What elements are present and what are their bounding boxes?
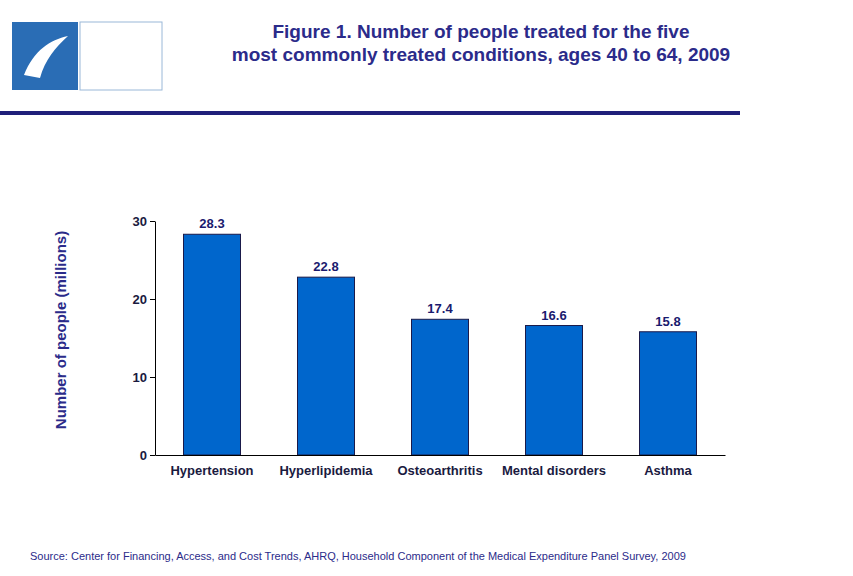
tick-label: 10 bbox=[133, 370, 147, 385]
tick: 30 bbox=[133, 214, 155, 229]
title-line: Figure 1. Number of people treated for t… bbox=[272, 21, 689, 42]
data-label: 17.4 bbox=[427, 301, 453, 316]
tick: Osteoarthritis bbox=[397, 455, 482, 478]
tick-label: 0 bbox=[140, 448, 147, 463]
tick-label: Osteoarthritis bbox=[397, 463, 482, 478]
header-rule bbox=[0, 111, 740, 115]
tick-mark bbox=[150, 299, 155, 300]
x-axis: Hypertension Hyperlipidemia Osteoarthritis… bbox=[156, 455, 726, 478]
logo-seal bbox=[12, 22, 78, 90]
bars bbox=[184, 234, 697, 455]
tick-mark bbox=[150, 455, 155, 456]
y-axis: 0 10 20 30 bbox=[133, 214, 156, 463]
title: Figure 1. Number of people treated for t… bbox=[232, 21, 730, 65]
tick: 10 bbox=[133, 370, 155, 385]
bar bbox=[526, 326, 583, 455]
logo-mark bbox=[24, 36, 68, 78]
data-label: 22.8 bbox=[313, 259, 338, 274]
tick: Asthma bbox=[644, 455, 692, 478]
bar bbox=[184, 234, 241, 455]
logo-box bbox=[80, 22, 162, 90]
data-label: 28.3 bbox=[199, 216, 224, 231]
tick-label: Hyperlipidemia bbox=[279, 463, 373, 478]
tick: Mental disorders bbox=[502, 455, 606, 478]
tick-label: Asthma bbox=[644, 463, 692, 478]
tick: 0 bbox=[140, 448, 155, 463]
tick-label: Mental disorders bbox=[502, 463, 606, 478]
tick-mark bbox=[150, 377, 155, 378]
tick: Hyperlipidemia bbox=[279, 455, 373, 478]
data-label: 15.8 bbox=[655, 314, 680, 329]
tick: Hypertension bbox=[170, 455, 253, 478]
tick-label: 30 bbox=[133, 214, 147, 229]
tick: 20 bbox=[133, 292, 155, 307]
source: Source: Center for Financing, Access, an… bbox=[30, 550, 686, 562]
chart: Figure 1. Number of people treated for t… bbox=[0, 0, 853, 576]
data-labels: 28.3 22.8 17.4 16.6 15.8 bbox=[199, 216, 680, 329]
logo bbox=[12, 22, 162, 90]
bar bbox=[640, 332, 697, 455]
tick-label: Hypertension bbox=[170, 463, 253, 478]
bar bbox=[298, 277, 355, 455]
tick-mark bbox=[150, 221, 155, 222]
bar bbox=[412, 319, 469, 455]
axis-line bbox=[156, 455, 726, 456]
title-line: most commonly treated conditions, ages 4… bbox=[232, 44, 730, 65]
axis-line bbox=[155, 222, 156, 456]
data-label: 16.6 bbox=[541, 308, 566, 323]
tick-label: 20 bbox=[133, 292, 147, 307]
y-axis-title: Number of people (millions) bbox=[52, 231, 69, 429]
